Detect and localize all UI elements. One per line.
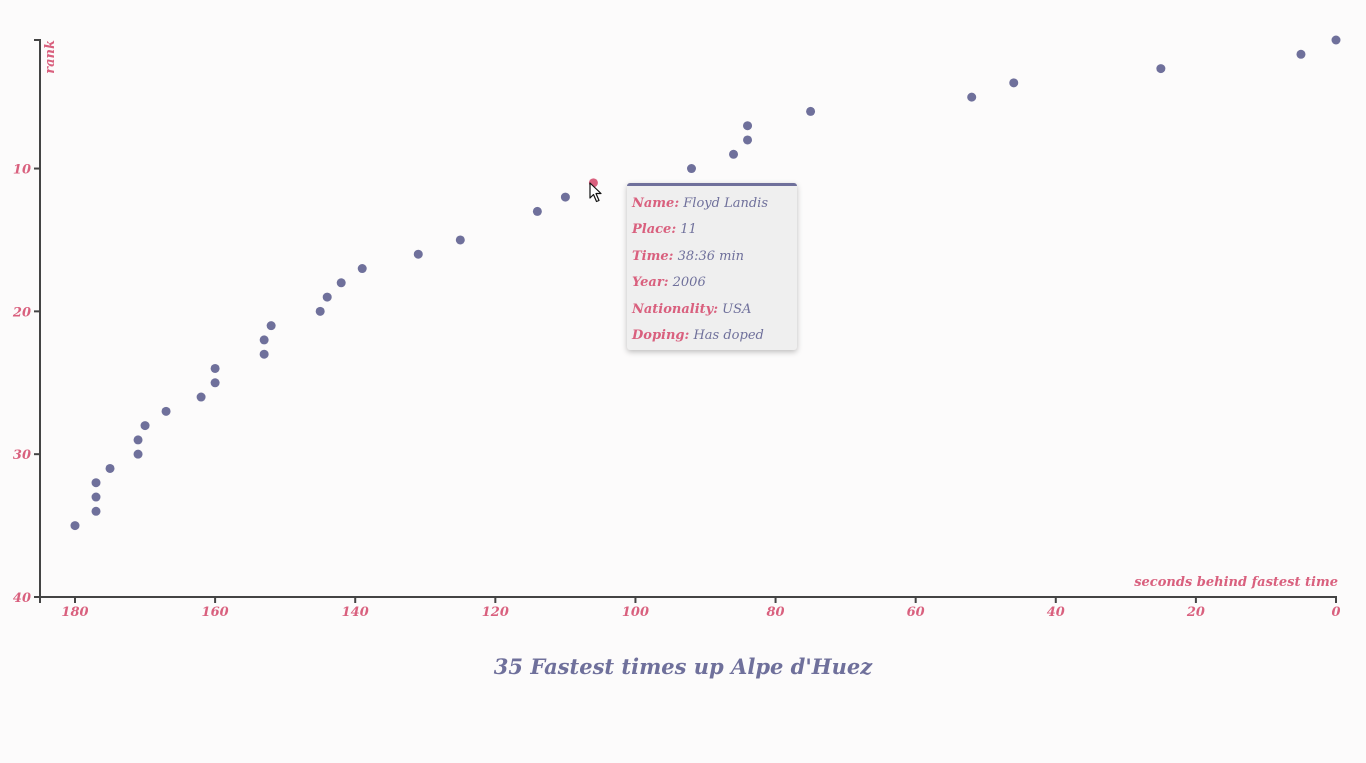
data-point[interactable] xyxy=(259,349,269,359)
data-point[interactable] xyxy=(91,492,101,502)
data-point[interactable] xyxy=(196,392,206,402)
x-tick-label: 20 xyxy=(1186,605,1205,620)
data-point[interactable] xyxy=(1331,35,1341,45)
data-point[interactable] xyxy=(743,135,753,145)
x-tick-label: 100 xyxy=(622,605,649,620)
x-tick-label: 180 xyxy=(61,605,88,620)
y-tick-label: 10 xyxy=(13,163,31,178)
data-point[interactable] xyxy=(70,521,80,531)
tooltip-year-value: 2006 xyxy=(672,275,706,291)
tooltip-time-value: 38:36 min xyxy=(677,248,745,264)
data-point[interactable] xyxy=(357,264,367,274)
data-point[interactable] xyxy=(91,506,101,516)
tooltip-nationality-value: USA xyxy=(722,301,752,317)
axes: 180 160 140 120 100 80 60 40 20 0 10 20 30 40 xyxy=(12,39,1341,620)
tooltip-name-value: Floyd Landis xyxy=(683,196,768,211)
data-point[interactable] xyxy=(1156,64,1166,74)
tooltip-doping-label: Doping: xyxy=(632,327,690,343)
x-tick-label: 80 xyxy=(767,605,785,620)
x-tick-label: 0 xyxy=(1331,605,1340,620)
y-axis-title: rank xyxy=(43,40,58,74)
data-point[interactable] xyxy=(140,421,150,431)
data-point[interactable] xyxy=(315,306,325,316)
data-point[interactable] xyxy=(806,106,816,116)
tooltip-time-label: Time: xyxy=(632,248,674,264)
tooltip-nationality-row: Nationality: USA xyxy=(632,300,797,326)
tooltip-name-row: Name: Floyd Landis xyxy=(632,194,797,220)
tooltip-nationality-label: Nationality: xyxy=(632,301,719,317)
dots-layer xyxy=(70,35,1341,531)
x-tick-label: 120 xyxy=(482,605,509,620)
tooltip-name-label: Name: xyxy=(632,196,680,211)
data-point[interactable] xyxy=(729,149,739,159)
x-tick-label: 140 xyxy=(342,605,369,620)
data-point[interactable] xyxy=(133,449,143,459)
data-point[interactable] xyxy=(743,121,753,131)
tooltip-place-row: Place: 11 xyxy=(632,220,797,246)
data-point[interactable] xyxy=(1296,49,1306,59)
tooltip-time-row: Time: 38:36 min xyxy=(632,247,797,273)
data-point[interactable] xyxy=(413,249,423,259)
tooltip: Name: Floyd Landis Place: 11 Time: 38:36… xyxy=(627,183,797,350)
data-point[interactable] xyxy=(133,435,143,445)
tooltip-doping-value: Has doped xyxy=(693,327,764,343)
chart-title: 35 Fastest times up Alpe d'Huez xyxy=(494,654,873,679)
data-point[interactable] xyxy=(455,235,465,245)
data-point[interactable] xyxy=(259,335,269,345)
tooltip-place-label: Place: xyxy=(632,222,677,238)
data-point[interactable] xyxy=(336,278,346,288)
tooltip-year-row: Year: 2006 xyxy=(632,273,797,299)
data-point[interactable] xyxy=(91,478,101,488)
data-point[interactable] xyxy=(322,292,332,302)
x-tick-label: 40 xyxy=(1047,605,1065,620)
data-point[interactable] xyxy=(532,206,542,216)
y-axis-line xyxy=(34,39,41,598)
y-tick-label: 20 xyxy=(12,305,31,320)
data-point[interactable] xyxy=(1009,78,1019,88)
y-tick-label: 30 xyxy=(13,448,31,463)
tooltip-year-label: Year: xyxy=(632,275,669,291)
tooltip-doping-row: Doping: Has doped xyxy=(632,326,797,352)
data-point[interactable] xyxy=(266,321,276,331)
y-tick-label: 40 xyxy=(13,591,31,606)
data-point[interactable] xyxy=(210,378,220,388)
x-tick-label: 60 xyxy=(907,605,925,620)
x-axis-title: seconds behind fastest time xyxy=(1134,575,1338,590)
data-point[interactable] xyxy=(967,92,977,102)
x-axis-line xyxy=(39,596,1337,603)
x-tick-label: 160 xyxy=(202,605,229,620)
data-point[interactable] xyxy=(686,164,696,174)
mouse-pointer-icon xyxy=(589,182,602,203)
data-point[interactable] xyxy=(105,463,115,473)
data-point[interactable] xyxy=(560,192,570,202)
tooltip-place-value: 11 xyxy=(680,222,697,238)
data-point[interactable] xyxy=(161,406,171,416)
data-point[interactable] xyxy=(210,363,220,373)
